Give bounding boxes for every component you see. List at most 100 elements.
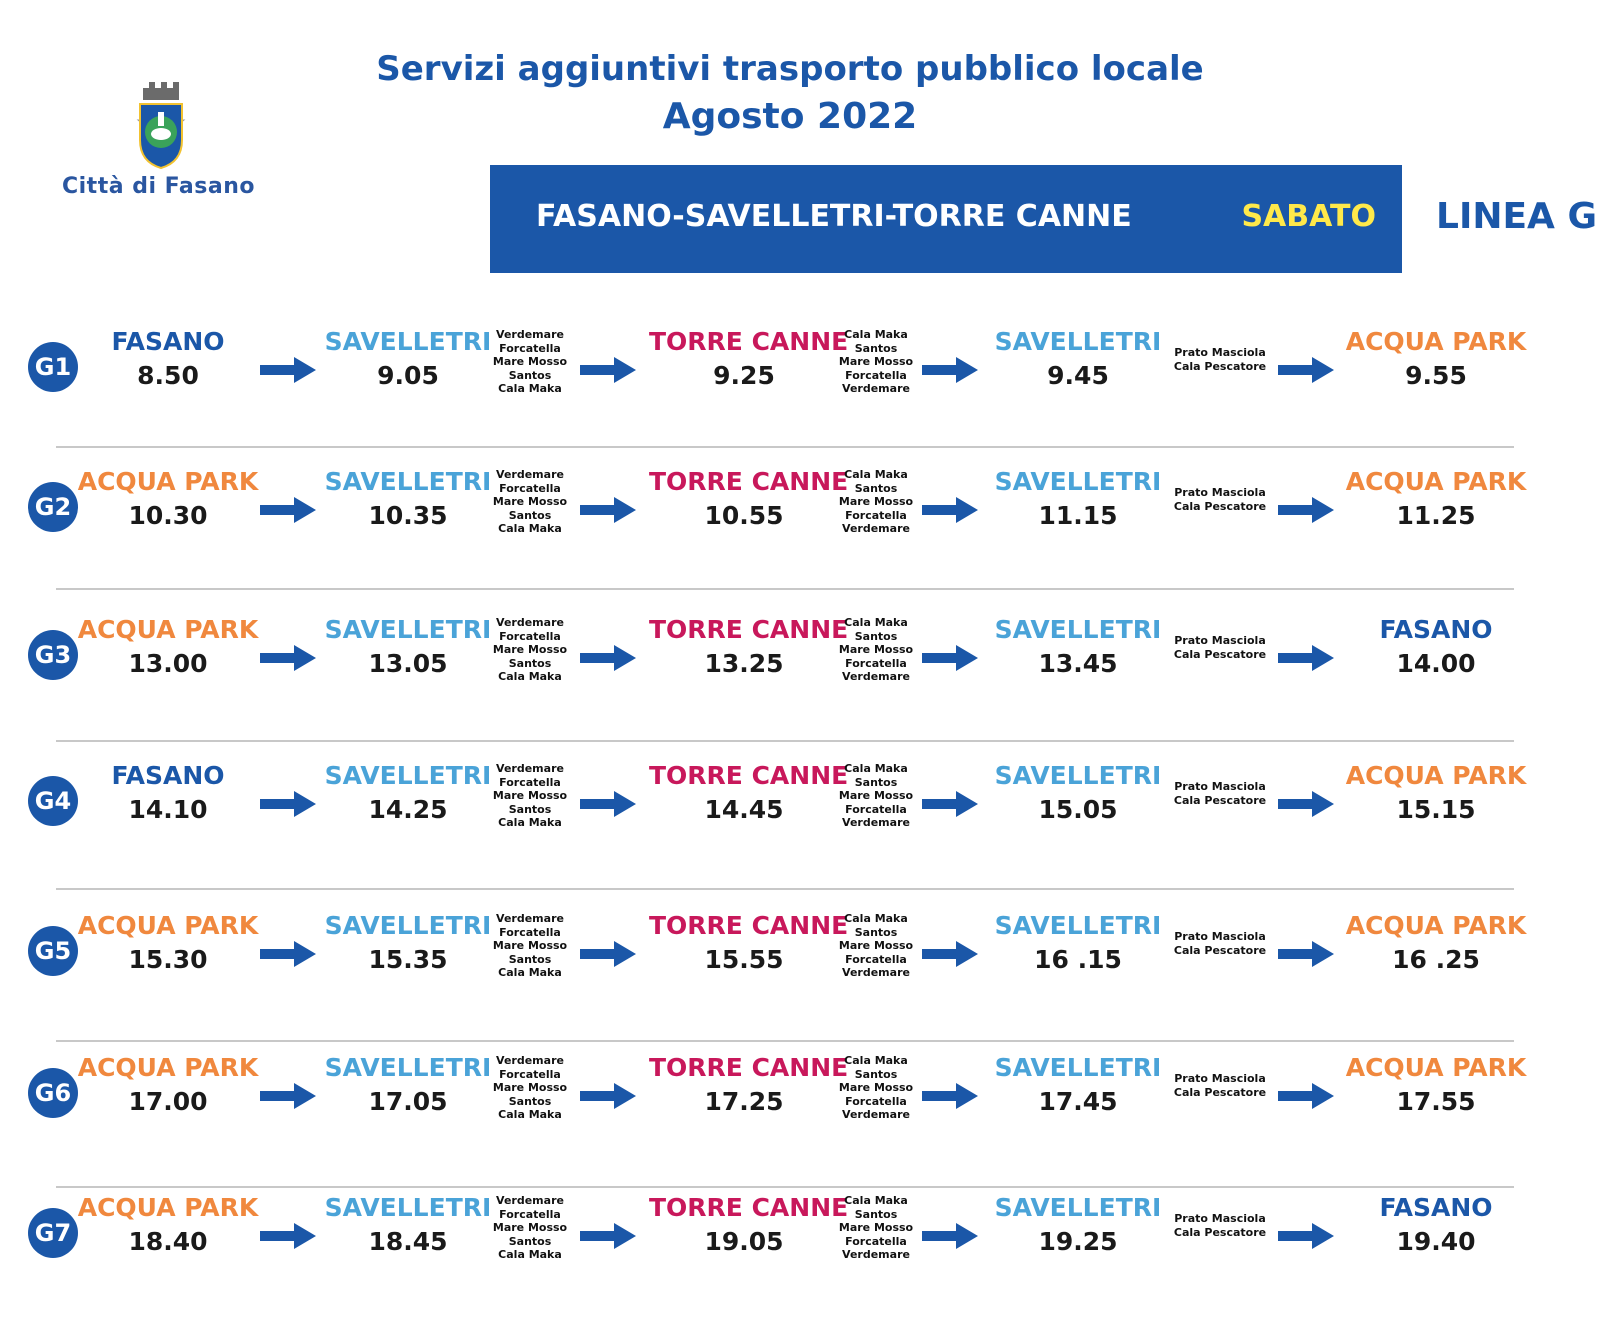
- arrow-right-icon: [580, 497, 636, 523]
- arrow-right-icon: [580, 645, 636, 671]
- stop-time: 15.55: [704, 945, 784, 974]
- stop-name: SAVELLETRI: [994, 761, 1162, 790]
- trip-code-badge: G6: [28, 1068, 78, 1118]
- stop-time: 10.55: [704, 501, 784, 530]
- row-divider: [56, 1186, 1514, 1188]
- stop-name: SAVELLETRI: [324, 911, 492, 940]
- stop: SAVELLETRI 9.45: [983, 326, 1173, 394]
- stop-name: TORRE CANNE: [649, 1053, 849, 1082]
- stop: ACQUA PARK 17.00: [73, 1052, 263, 1120]
- arrow-right-icon: [580, 357, 636, 383]
- stop-name: SAVELLETRI: [994, 911, 1162, 940]
- stop: ACQUA PARK 15.15: [1341, 760, 1531, 828]
- stop-time: 10.30: [128, 501, 208, 530]
- trip-code-badge: G1: [28, 342, 78, 392]
- trip-row: G7 ACQUA PARK 18.40 SAVELLETRI 18.45 TORRE CA…: [0, 1192, 1600, 1322]
- title-line-2: Agosto 2022: [662, 96, 918, 137]
- stop: TORRE CANNE 10.55: [649, 466, 848, 534]
- stop: SAVELLETRI 13.05: [313, 614, 503, 682]
- stop-name: TORRE CANNE: [649, 911, 849, 940]
- stop-name: SAVELLETRI: [994, 327, 1162, 356]
- stop-time: 17.00: [128, 1087, 208, 1116]
- stop: TORRE CANNE 19.05: [649, 1192, 849, 1260]
- stop: FASANO 8.50: [73, 326, 263, 394]
- arrow-right-icon: [1278, 941, 1334, 967]
- stop-name: SAVELLETRI: [994, 1053, 1162, 1082]
- trip-code-badge: G5: [28, 926, 78, 976]
- trip-row: G2 ACQUA PARK 10.30 SAVELLETRI 10.35 TORRE CA…: [0, 466, 1600, 596]
- stop-name: ACQUA PARK: [77, 1193, 259, 1222]
- stop-time: 15.30: [128, 945, 208, 974]
- stop-time: 14.10: [128, 795, 208, 824]
- intermediate-stops: Cala Maka Santos Mare Mosso Forcatella V…: [838, 1054, 914, 1122]
- route-banner: FASANO-SAVELLETRI-TORRE CANNE SABATO: [490, 165, 1402, 273]
- title-line-1: Servizi aggiuntivi trasporto pubblico lo…: [376, 49, 1204, 89]
- intermediate-stops: Verdemare Forcatella Mare Mosso Santos C…: [492, 328, 568, 396]
- stop-time: 15.15: [1396, 795, 1476, 824]
- stop-name: SAVELLETRI: [324, 1053, 492, 1082]
- stop: SAVELLETRI 17.45: [983, 1052, 1173, 1120]
- intermediate-stops: Prato Masciola Cala Pescatore: [1173, 1212, 1267, 1239]
- trip-row: G1 FASANO 8.50 SAVELLETRI 9.05 TORRE CANNE 9.2…: [0, 326, 1600, 456]
- stop-time: 9.45: [1047, 361, 1109, 390]
- stop-time: 17.05: [368, 1087, 448, 1116]
- stop-time: 19.05: [704, 1227, 784, 1256]
- stop-time: 8.50: [137, 361, 199, 390]
- stop: SAVELLETRI 17.05: [313, 1052, 503, 1120]
- stop: SAVELLETRI 10.35: [313, 466, 503, 534]
- stop-time: 16 .25: [1392, 945, 1480, 974]
- intermediate-stops: Verdemare Forcatella Mare Mosso Santos C…: [492, 912, 568, 980]
- trip-code-badge: G3: [28, 630, 78, 680]
- stop-name: SAVELLETRI: [994, 467, 1162, 496]
- stop-time: 9.25: [713, 361, 775, 390]
- stop-name: FASANO: [1379, 1193, 1493, 1222]
- stop: SAVELLETRI 15.35: [313, 910, 503, 978]
- arrow-right-icon: [260, 357, 316, 383]
- stop-name: ACQUA PARK: [77, 615, 259, 644]
- stop: SAVELLETRI 9.05: [313, 326, 503, 394]
- arrow-right-icon: [580, 1083, 636, 1109]
- stop-name: SAVELLETRI: [324, 467, 492, 496]
- trip-code-badge: G4: [28, 776, 78, 826]
- stop-name: ACQUA PARK: [1345, 467, 1527, 496]
- arrow-right-icon: [1278, 645, 1334, 671]
- stop: ACQUA PARK 17.55: [1341, 1052, 1531, 1120]
- stop: SAVELLETRI 15.05: [983, 760, 1173, 828]
- stop-time: 14.25: [368, 795, 448, 824]
- trip-row: G4 FASANO 14.10 SAVELLETRI 14.25 TORRE CANNE 1…: [0, 760, 1600, 890]
- stop-time: 15.05: [1038, 795, 1118, 824]
- trip-row: G5 ACQUA PARK 15.30 SAVELLETRI 15.35 TORRE CA…: [0, 910, 1600, 1040]
- stop: FASANO 19.40: [1341, 1192, 1531, 1260]
- intermediate-stops: Verdemare Forcatella Mare Mosso Santos C…: [492, 1054, 568, 1122]
- stop: SAVELLETRI 14.25: [313, 760, 503, 828]
- row-divider: [56, 1040, 1514, 1042]
- intermediate-stops: Prato Masciola Cala Pescatore: [1173, 486, 1267, 513]
- stop-time: 15.35: [368, 945, 448, 974]
- stop-name: ACQUA PARK: [1345, 1053, 1527, 1082]
- stop: TORRE CANNE 14.45: [649, 760, 848, 828]
- arrow-right-icon: [1278, 1223, 1334, 1249]
- stop: ACQUA PARK 10.30: [73, 466, 263, 534]
- arrow-right-icon: [1278, 357, 1334, 383]
- stop-time: 13.45: [1038, 649, 1118, 678]
- intermediate-stops: Cala Maka Santos Mare Mosso Forcatella V…: [838, 328, 914, 396]
- stop-time: 17.55: [1396, 1087, 1476, 1116]
- stop-name: TORRE CANNE: [649, 1193, 849, 1222]
- stop: ACQUA PARK 11.25: [1341, 466, 1531, 534]
- stop-time: 13.05: [368, 649, 448, 678]
- stop: SAVELLETRI 13.45: [983, 614, 1173, 682]
- stop: ACQUA PARK 18.40: [73, 1192, 263, 1260]
- row-divider: [56, 740, 1514, 742]
- stop-name: SAVELLETRI: [324, 327, 492, 356]
- stop-name: SAVELLETRI: [324, 761, 492, 790]
- stop-time: 10.35: [368, 501, 448, 530]
- intermediate-stops: Verdemare Forcatella Mare Mosso Santos C…: [492, 762, 568, 830]
- stop-name: SAVELLETRI: [324, 1193, 492, 1222]
- stop: ACQUA PARK 15.30: [73, 910, 263, 978]
- stop: ACQUA PARK 16 .25: [1341, 910, 1531, 978]
- stop-time: 13.25: [704, 649, 784, 678]
- stop: FASANO 14.10: [73, 760, 263, 828]
- arrow-right-icon: [922, 357, 978, 383]
- arrow-right-icon: [1278, 497, 1334, 523]
- banner-day: SABATO: [1241, 199, 1376, 234]
